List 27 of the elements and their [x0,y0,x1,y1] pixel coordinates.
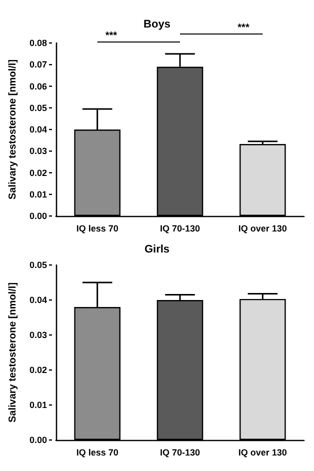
y-tick-label: 0.00 [29,211,47,221]
chart-title: Boys [144,18,170,30]
y-tick-label: 0.03 [29,330,47,340]
y-tick-label: 0.05 [29,260,47,270]
x-tick-label: IQ less 70 [76,224,118,234]
text: *** [238,22,250,34]
y-tick-label: 0.01 [29,400,47,410]
y-tick-label: 0.08 [29,38,47,48]
y-tick-label: 0.02 [29,168,47,178]
x-tick-label: IQ less 70 [76,448,118,458]
y-axis-title: Salivary testosterone [nmol/l] [8,59,18,200]
y-tick-label: 0.04 [29,124,47,134]
text: *** [105,30,118,42]
y-tick-label: 0.06 [29,81,47,92]
y-tick-label: 0.07 [29,60,47,70]
y-tick-label: 0.05 [29,102,47,113]
y-tick-label: 0.00 [29,435,47,445]
x-tick-label: IQ 70-130 [160,448,200,458]
chart-title: Girls [144,244,170,256]
y-tick-label: 0.01 [29,189,47,200]
y-tick-label: 0.04 [29,295,47,305]
y-tick-label: 0.02 [29,365,47,375]
y-tick-label: 0.03 [29,146,47,156]
x-tick-label: IQ 70-130 [160,224,200,234]
x-tick-label: IQ over 130 [238,224,287,234]
y-axis-title: Salivary testosterone [nmol/l] [8,282,18,423]
x-tick-label: IQ over 130 [238,448,287,458]
